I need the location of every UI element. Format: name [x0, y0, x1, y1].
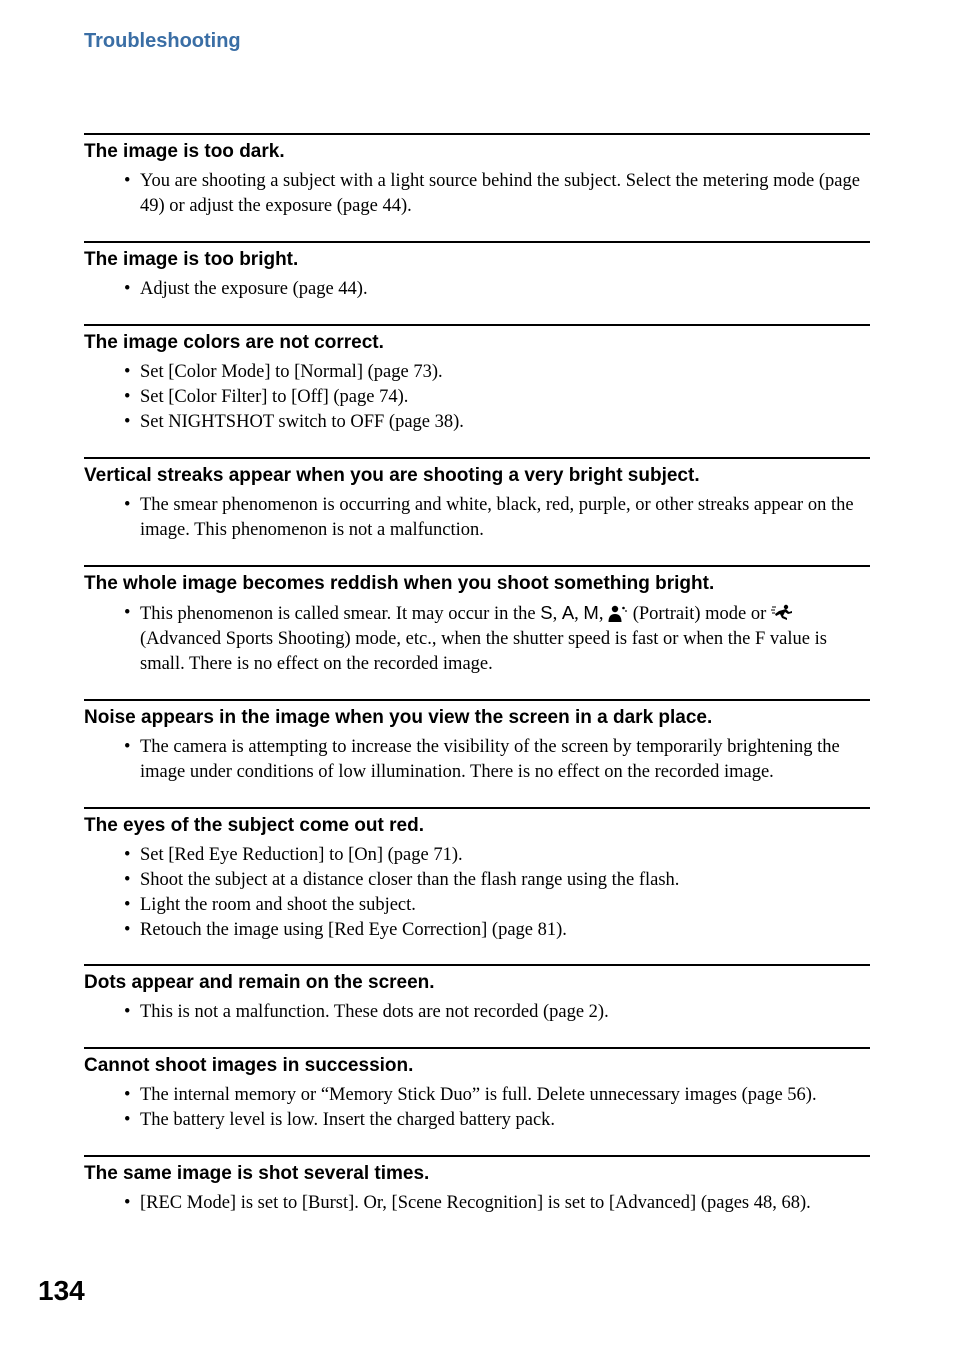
bullet-list: This is not a malfunction. These dots ar… [84, 1000, 870, 1025]
bullet-item: This phenomenon is called smear. It may … [128, 601, 870, 677]
bullet-list: This phenomenon is called smear. It may … [84, 601, 870, 677]
portrait-icon [608, 604, 628, 622]
mode-letter: M [583, 602, 598, 623]
section-heading: The image is too bright. [84, 249, 870, 271]
section-heading: Cannot shoot images in succession. [84, 1055, 870, 1077]
troubleshoot-section: The image colors are not correct. Set [Co… [84, 324, 870, 435]
bullet-item: Set NIGHTSHOT switch to OFF (page 38). [128, 410, 870, 435]
sports-icon [771, 604, 795, 622]
troubleshoot-section: The whole image becomes reddish when you… [84, 565, 870, 677]
troubleshoot-section: The eyes of the subject come out red. Set… [84, 807, 870, 943]
mode-letter: A [562, 602, 574, 623]
section-rule [84, 324, 870, 326]
bullet-item: Set [Color Mode] to [Normal] (page 73). [128, 360, 870, 385]
bullet-item: Set [Red Eye Reduction] to [On] (page 71… [128, 843, 870, 868]
troubleshoot-section: Noise appears in the image when you view… [84, 699, 870, 785]
bullet-item: The battery level is low. Insert the cha… [128, 1108, 870, 1133]
bullet-list: Set [Red Eye Reduction] to [On] (page 71… [84, 843, 870, 943]
section-rule [84, 133, 870, 135]
bullet-item: Light the room and shoot the subject. [128, 893, 870, 918]
section-rule [84, 241, 870, 243]
section-heading: Dots appear and remain on the screen. [84, 972, 870, 994]
section-rule [84, 807, 870, 809]
troubleshoot-section: The same image is shot several times. [RE… [84, 1155, 870, 1216]
bullet-list: Adjust the exposure (page 44). [84, 277, 870, 302]
troubleshoot-section: Dots appear and remain on the screen. Thi… [84, 964, 870, 1025]
bullet-item: The camera is attempting to increase the… [128, 735, 870, 785]
troubleshoot-section: Cannot shoot images in succession. The in… [84, 1047, 870, 1133]
bullet-item: Set [Color Filter] to [Off] (page 74). [128, 385, 870, 410]
bullet-list: The internal memory or “Memory Stick Duo… [84, 1083, 870, 1133]
section-heading: Noise appears in the image when you view… [84, 707, 870, 729]
section-rule [84, 457, 870, 459]
bullet-list: The smear phenomenon is occurring and wh… [84, 493, 870, 543]
troubleshoot-section: Vertical streaks appear when you are sho… [84, 457, 870, 543]
bullet-item: [REC Mode] is set to [Burst]. Or, [Scene… [128, 1191, 870, 1216]
chapter-title: Troubleshooting [84, 30, 870, 53]
bullet-item: Shoot the subject at a distance closer t… [128, 868, 870, 893]
section-rule [84, 699, 870, 701]
sections-container: The image is too dark. You are shooting a… [84, 133, 870, 1216]
bullet-list: Set [Color Mode] to [Normal] (page 73).S… [84, 360, 870, 435]
section-rule [84, 1155, 870, 1157]
bullet-item: The internal memory or “Memory Stick Duo… [128, 1083, 870, 1108]
bullet-list: [REC Mode] is set to [Burst]. Or, [Scene… [84, 1191, 870, 1216]
section-rule [84, 964, 870, 966]
section-heading: The image is too dark. [84, 141, 870, 163]
bullet-item: Adjust the exposure (page 44). [128, 277, 870, 302]
section-heading: The image colors are not correct. [84, 332, 870, 354]
page-number: 134 [38, 1275, 85, 1307]
section-heading: Vertical streaks appear when you are sho… [84, 465, 870, 487]
troubleshoot-section: The image is too bright. Adjust the expos… [84, 241, 870, 302]
section-rule [84, 565, 870, 567]
section-heading: The same image is shot several times. [84, 1163, 870, 1185]
bullet-item: This is not a malfunction. These dots ar… [128, 1000, 870, 1025]
troubleshoot-section: The image is too dark. You are shooting a… [84, 133, 870, 219]
section-rule [84, 1047, 870, 1049]
bullet-item: You are shooting a subject with a light … [128, 169, 870, 219]
section-heading: The whole image becomes reddish when you… [84, 573, 870, 595]
mode-letter: S [540, 602, 552, 623]
bullet-item: Retouch the image using [Red Eye Correct… [128, 918, 870, 943]
bullet-list: The camera is attempting to increase the… [84, 735, 870, 785]
bullet-list: You are shooting a subject with a light … [84, 169, 870, 219]
bullet-item: The smear phenomenon is occurring and wh… [128, 493, 870, 543]
section-heading: The eyes of the subject come out red. [84, 815, 870, 837]
